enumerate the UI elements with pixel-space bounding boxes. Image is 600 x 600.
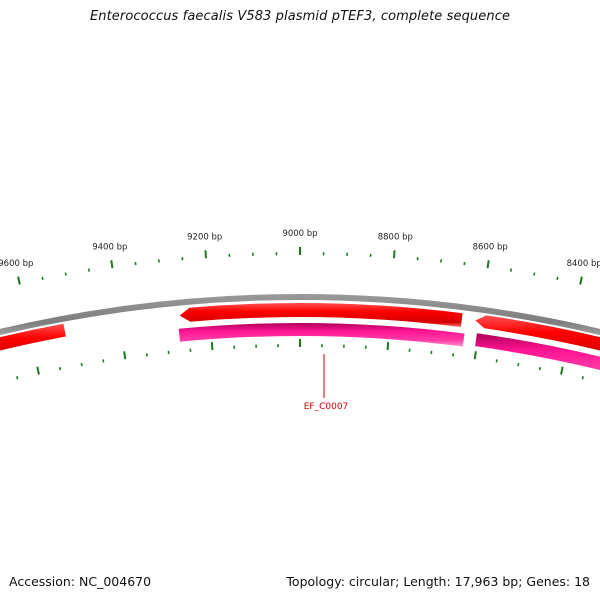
minor-tick	[581, 376, 584, 380]
major-tick	[579, 276, 583, 285]
major-tick	[36, 366, 40, 375]
scale-label: 9400 bp	[92, 242, 127, 252]
scale-label: 8600 bp	[473, 242, 508, 252]
gene-arc-forward	[0, 323, 66, 351]
map-title: Enterococcus faecalis V583 plasmid pTEF3…	[89, 9, 511, 24]
major-tick	[210, 342, 214, 351]
gene-label: EF_C0007	[304, 402, 349, 412]
major-tick	[473, 351, 477, 360]
gene-labels: EF_C0007	[304, 354, 349, 412]
minor-tick	[16, 376, 19, 380]
backbone-ring	[0, 294, 600, 336]
major-tick	[123, 351, 127, 360]
major-tick	[204, 250, 207, 259]
minor-tick	[538, 367, 541, 371]
gene-arc-forward	[475, 315, 600, 351]
accession-text: Accession: NC_004670	[9, 574, 152, 589]
major-tick	[560, 366, 564, 375]
topology-text: Topology: circular; Length: 17,963 bp; G…	[286, 574, 590, 589]
minor-tick	[41, 276, 44, 280]
gene-arc-forward	[179, 303, 463, 328]
major-tick	[486, 260, 490, 269]
outer-scale-ticks	[17, 247, 583, 285]
plasmid-backbone	[0, 294, 600, 336]
major-tick	[17, 276, 21, 285]
scale-label: 8800 bp	[378, 232, 413, 242]
major-tick	[386, 342, 390, 351]
scale-label: 8400 bp	[567, 259, 600, 269]
scale-labels: 9600 bp 9400 bp 9200 bp 9000 bp 8800 bp 8600 …	[0, 229, 600, 269]
minor-tick	[517, 363, 520, 367]
minor-tick	[556, 276, 559, 280]
scale-label: 9600 bp	[0, 259, 33, 269]
major-tick	[110, 260, 114, 269]
minor-tick	[59, 367, 62, 371]
scale-label: 9000 bp	[282, 229, 317, 239]
minor-tick	[64, 272, 67, 276]
major-tick	[393, 250, 396, 259]
gene-arc-reverse	[178, 323, 465, 347]
feature-track	[0, 303, 600, 371]
inner-scale-ticks	[16, 339, 584, 380]
gene-arc-reverse	[475, 333, 600, 371]
scale-label: 9200 bp	[187, 232, 222, 242]
minor-tick	[80, 363, 83, 367]
minor-tick	[533, 272, 536, 276]
